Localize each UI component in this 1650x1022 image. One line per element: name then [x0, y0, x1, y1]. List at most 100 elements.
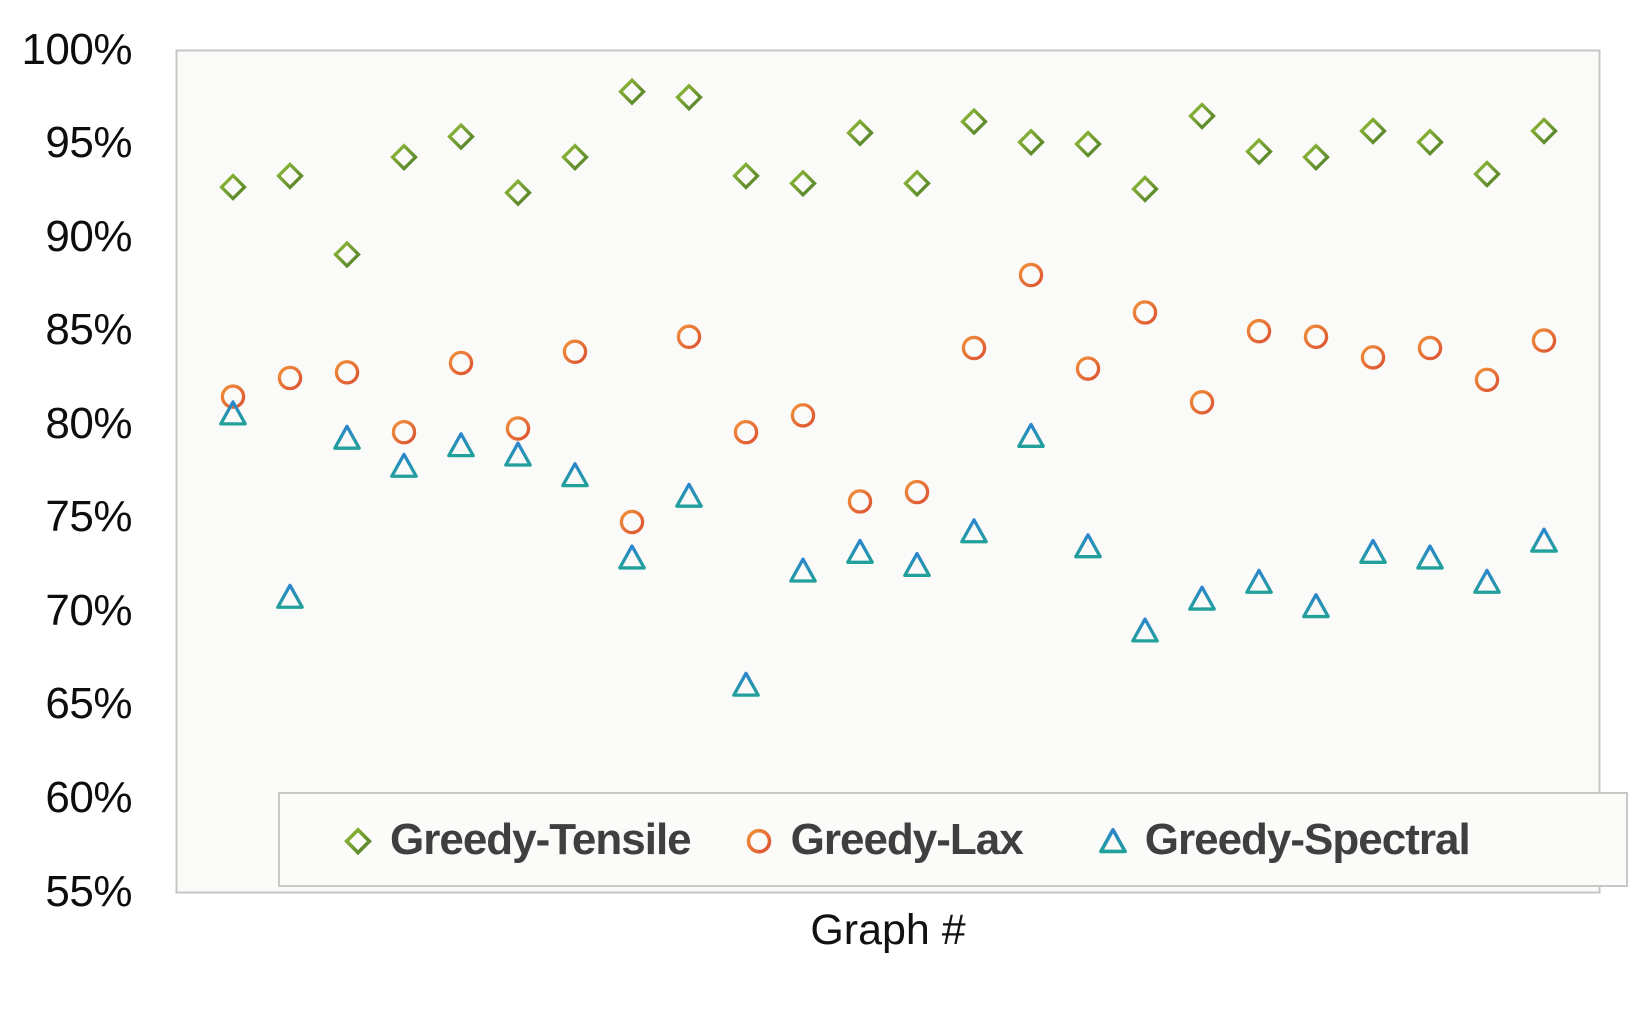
data-point-diamond	[504, 178, 532, 207]
data-point-diamond	[1530, 117, 1558, 145]
data-point-diamond	[447, 122, 475, 151]
data-point-circle	[847, 489, 873, 514]
data-point-diamond	[1473, 160, 1501, 188]
series-greedy-tensile	[219, 77, 1558, 269]
data-point-diamond	[903, 169, 931, 198]
data-point-diamond	[1131, 175, 1159, 203]
data-point-triangle	[960, 518, 988, 544]
data-point-triangle	[504, 441, 532, 467]
data-point-circle	[220, 384, 246, 409]
data-point-diamond	[333, 240, 361, 269]
data-point-diamond	[1245, 137, 1273, 166]
data-point-circle	[904, 479, 930, 505]
data-point-circle	[277, 365, 303, 391]
data-point-diamond	[1302, 143, 1330, 171]
data-point-diamond	[846, 118, 874, 147]
data-point-circle	[961, 335, 987, 361]
data-point-triangle	[1098, 827, 1127, 853]
diamond-legend-marker-icon	[344, 826, 372, 855]
data-point-triangle	[1302, 593, 1330, 619]
data-point-triangle	[618, 544, 646, 570]
data-point-triangle	[1188, 585, 1216, 611]
data-point-diamond	[219, 173, 247, 201]
circle-legend-marker-icon	[746, 828, 771, 853]
y-tick-label: 65%	[45, 679, 132, 729]
data-point-diamond	[561, 143, 589, 171]
y-tick-label: 85%	[45, 305, 132, 355]
data-point-triangle	[1530, 527, 1558, 553]
data-point-circle	[1474, 367, 1500, 393]
data-points-layer	[219, 77, 1558, 697]
data-point-circle	[1132, 300, 1158, 325]
data-point-circle	[1303, 324, 1329, 350]
series-greedy-spectral	[219, 400, 1558, 697]
data-point-circle	[619, 509, 645, 535]
data-point-diamond	[1188, 102, 1216, 130]
data-point-diamond	[960, 107, 988, 136]
data-point-circle	[733, 419, 759, 445]
y-tick-label: 55%	[45, 866, 132, 916]
data-point-circle	[334, 360, 360, 385]
data-point-diamond	[1017, 128, 1045, 157]
data-point-circle	[391, 419, 417, 445]
data-point-triangle	[333, 424, 361, 450]
y-tick-label: 80%	[45, 398, 132, 448]
legend-item-greedy-tensile: Greedy-Tensile	[340, 814, 692, 865]
data-point-diamond	[618, 77, 646, 106]
series-greedy-lax	[220, 262, 1557, 535]
data-point-circle	[562, 339, 588, 364]
data-point-diamond	[276, 162, 304, 190]
data-point-triangle	[903, 551, 931, 578]
data-point-triangle	[1131, 617, 1159, 643]
data-point-triangle	[732, 671, 760, 697]
data-point-triangle	[219, 400, 247, 426]
data-point-triangle	[1017, 422, 1045, 448]
data-point-triangle	[846, 538, 874, 564]
data-point-circle	[676, 324, 702, 350]
legend-label: Greedy-Lax	[790, 814, 1024, 864]
data-point-circle	[1417, 335, 1443, 361]
data-point-circle	[1075, 356, 1101, 381]
data-point-diamond	[1416, 128, 1444, 157]
y-tick-label: 75%	[45, 492, 132, 542]
data-point-triangle	[390, 452, 418, 478]
legend: Greedy-Tensile Greedy-Lax Greedy-Spectral	[278, 792, 1628, 887]
y-tick-label: 60%	[45, 772, 132, 822]
data-point-diamond	[1074, 130, 1102, 158]
data-point-circle	[505, 416, 531, 441]
data-point-triangle	[561, 462, 589, 488]
data-point-triangle	[1473, 568, 1501, 594]
data-point-circle	[1246, 318, 1272, 344]
y-tick-label: 95%	[45, 118, 132, 168]
data-point-triangle	[276, 583, 304, 609]
data-point-diamond	[1359, 117, 1387, 145]
data-point-circle	[790, 403, 816, 428]
data-point-circle	[1360, 345, 1386, 370]
legend-label: Greedy-Tensile	[390, 814, 692, 864]
legend-label: Greedy-Spectral	[1144, 814, 1471, 864]
y-tick-label: 70%	[45, 585, 132, 635]
y-tick-label: 90%	[45, 211, 132, 261]
data-point-triangle	[789, 557, 817, 583]
data-point-diamond	[344, 826, 372, 855]
data-point-diamond	[732, 162, 760, 190]
data-point-triangle	[1416, 544, 1444, 570]
data-point-triangle	[447, 432, 475, 458]
data-point-triangle	[675, 482, 703, 508]
plot-area-border	[175, 49, 1601, 894]
data-point-diamond	[390, 143, 418, 171]
data-point-triangle	[1359, 538, 1387, 564]
legend-item-greedy-lax: Greedy-Lax	[741, 814, 1024, 865]
data-point-diamond	[675, 83, 703, 112]
legend-item-greedy-spectral: Greedy-Spectral	[1095, 814, 1471, 865]
data-point-triangle	[1245, 568, 1273, 594]
data-point-diamond	[789, 169, 817, 198]
data-point-circle	[1531, 328, 1557, 353]
data-point-triangle	[1074, 533, 1102, 559]
data-point-circle	[1189, 390, 1215, 415]
triangle-legend-marker-icon	[1098, 827, 1127, 853]
y-tick-label: 100%	[21, 24, 132, 74]
data-point-circle	[746, 828, 771, 853]
data-point-circle	[448, 350, 474, 376]
